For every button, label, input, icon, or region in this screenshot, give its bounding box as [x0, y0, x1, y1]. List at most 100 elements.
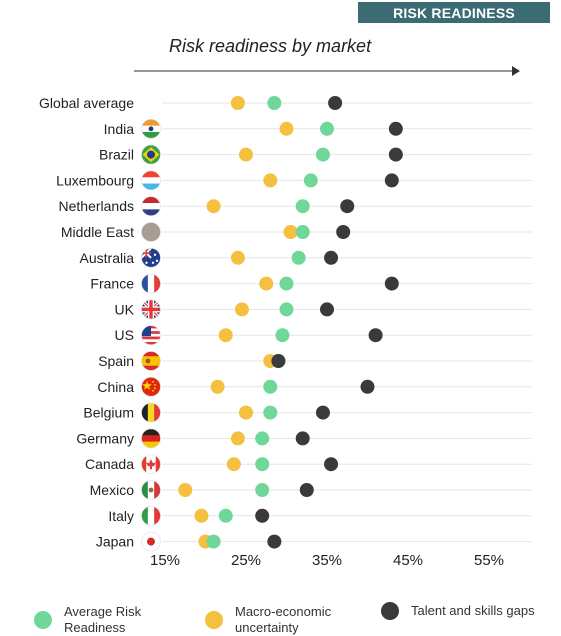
x-tick-label-35: 35%: [312, 552, 342, 569]
dot-average-risk-readiness-italy: [218, 508, 233, 523]
dot-average-risk-readiness-middle-east: [295, 225, 310, 239]
dot-macro-economic-uncertainty-middle-east: [283, 225, 298, 239]
dot-macro-economic-uncertainty-uk: [234, 302, 249, 317]
legend-item-average-risk-readiness: Average Risk Readiness: [34, 604, 184, 636]
dot-macro-economic-uncertainty-us: [218, 328, 233, 343]
legend-label-talent-and-skills-gaps: Talent and skills gaps: [411, 603, 535, 618]
dot-average-risk-readiness-global-average: [267, 96, 282, 110]
brazil-flag-icon: [141, 144, 161, 165]
dot-talent-and-skills-gaps-canada: [324, 457, 339, 472]
japan-flag-icon: [141, 531, 161, 552]
x-tick-label-55: 55%: [474, 552, 504, 569]
legend-dot-talent-and-skills-gaps: [381, 602, 399, 620]
dot-average-risk-readiness-japan: [206, 534, 221, 549]
dot-talent-and-skills-gaps-global-average: [328, 96, 343, 110]
netherlands-flag-icon: [141, 196, 161, 216]
china-flag-icon: [141, 376, 161, 397]
dot-macro-economic-uncertainty-brazil: [239, 147, 253, 162]
x-tick-label-25: 25%: [231, 552, 261, 569]
dot-macro-economic-uncertainty-france: [259, 276, 274, 291]
dot-macro-economic-uncertainty-india: [279, 121, 294, 136]
dot-macro-economic-uncertainty-germany: [230, 431, 245, 446]
dot-talent-and-skills-gaps-germany: [295, 431, 310, 446]
legend-label-macro-economic-uncertainty: Macro-economic uncertainty: [235, 604, 332, 635]
italy-flag-icon: [141, 505, 161, 526]
dot-talent-and-skills-gaps-france: [384, 276, 399, 291]
legend-label-average-risk-readiness: Average Risk Readiness: [64, 604, 142, 635]
category-label-china: China: [97, 379, 134, 395]
category-label-germany: Germany: [76, 430, 134, 446]
legend-item-macro-economic-uncertainty: Macro-economic uncertainty: [205, 604, 355, 636]
category-label-us: US: [115, 327, 134, 343]
x-tick-label-15: 15%: [150, 552, 180, 569]
category-label-france: France: [90, 276, 134, 292]
dot-talent-and-skills-gaps-italy: [255, 508, 270, 523]
dot-macro-economic-uncertainty-belgium: [239, 405, 253, 420]
legend-item-talent-and-skills-gaps: Talent and skills gaps: [381, 602, 535, 620]
us-flag-icon: [141, 325, 161, 346]
dot-average-risk-readiness-france: [279, 276, 294, 291]
category-label-belgium: Belgium: [83, 405, 134, 421]
belgium-flag-icon: [141, 402, 161, 423]
middle-east-disc-icon: [141, 222, 161, 242]
axis-arrow-head: [512, 66, 520, 76]
category-label-luxembourg: Luxembourg: [56, 172, 134, 188]
dot-average-risk-readiness-china: [263, 379, 278, 394]
section-badge: RISK READINESS: [358, 2, 550, 23]
dot-talent-and-skills-gaps-brazil: [388, 147, 403, 162]
dot-average-risk-readiness-australia: [291, 250, 306, 265]
dot-macro-economic-uncertainty-italy: [194, 508, 209, 523]
dot-talent-and-skills-gaps-luxembourg: [384, 173, 399, 188]
dot-plot-chart: Global average India Brazil Luxembourg Nethe…: [39, 66, 532, 569]
spain-flag-icon: [141, 351, 161, 371]
canada-flag-icon: [141, 454, 161, 475]
dot-average-risk-readiness-germany: [255, 431, 270, 446]
category-label-australia: Australia: [80, 250, 135, 266]
australia-flag-icon: [141, 247, 161, 268]
dot-macro-economic-uncertainty-netherlands: [206, 199, 221, 214]
category-label-canada: Canada: [85, 456, 134, 472]
category-label-mexico: Mexico: [90, 482, 135, 498]
dot-talent-and-skills-gaps-china: [360, 379, 375, 394]
dot-average-risk-readiness-india: [320, 121, 334, 136]
category-label-italy: Italy: [108, 508, 134, 524]
category-label-india: India: [104, 121, 135, 137]
legend-dot-average-risk-readiness: [34, 611, 52, 629]
dot-macro-economic-uncertainty-luxembourg: [263, 173, 278, 188]
chart-subtitle: Risk readiness by market: [169, 36, 372, 56]
dot-talent-and-skills-gaps-us: [368, 328, 383, 343]
dot-talent-and-skills-gaps-mexico: [299, 483, 314, 497]
germany-flag-icon: [141, 428, 161, 449]
dot-average-risk-readiness-uk: [279, 302, 294, 317]
dot-talent-and-skills-gaps-japan: [267, 534, 282, 549]
x-tick-label-45: 45%: [393, 552, 423, 569]
dot-macro-economic-uncertainty-mexico: [178, 483, 193, 497]
category-label-brazil: Brazil: [99, 147, 134, 163]
mexico-flag-icon: [141, 480, 161, 500]
india-flag-icon: [141, 119, 161, 139]
chart-legend: Average Risk Readiness Macro-economic un…: [0, 592, 561, 636]
dot-talent-and-skills-gaps-spain: [271, 354, 286, 368]
dot-talent-and-skills-gaps-netherlands: [340, 199, 355, 214]
luxembourg-flag-icon: [141, 170, 161, 191]
dot-macro-economic-uncertainty-china: [210, 379, 225, 394]
dot-macro-economic-uncertainty-global-average: [230, 96, 245, 110]
dot-talent-and-skills-gaps-uk: [320, 302, 334, 317]
dot-average-risk-readiness-belgium: [263, 405, 278, 420]
category-label-uk: UK: [115, 301, 135, 317]
dot-talent-and-skills-gaps-belgium: [315, 405, 330, 420]
dot-average-risk-readiness-mexico: [255, 483, 270, 497]
category-label-japan: Japan: [96, 534, 134, 550]
dot-talent-and-skills-gaps-middle-east: [336, 225, 351, 239]
dot-macro-economic-uncertainty-canada: [226, 457, 241, 472]
dot-macro-economic-uncertainty-australia: [230, 250, 245, 265]
dot-talent-and-skills-gaps-india: [388, 121, 403, 136]
dot-average-risk-readiness-netherlands: [295, 199, 310, 214]
category-label-spain: Spain: [98, 353, 134, 369]
france-flag-icon: [141, 273, 161, 294]
dot-average-risk-readiness-canada: [255, 457, 270, 472]
category-label-netherlands: Netherlands: [59, 198, 135, 214]
dot-average-risk-readiness-brazil: [315, 147, 330, 162]
dot-average-risk-readiness-luxembourg: [303, 173, 318, 188]
dot-average-risk-readiness-us: [275, 328, 290, 343]
